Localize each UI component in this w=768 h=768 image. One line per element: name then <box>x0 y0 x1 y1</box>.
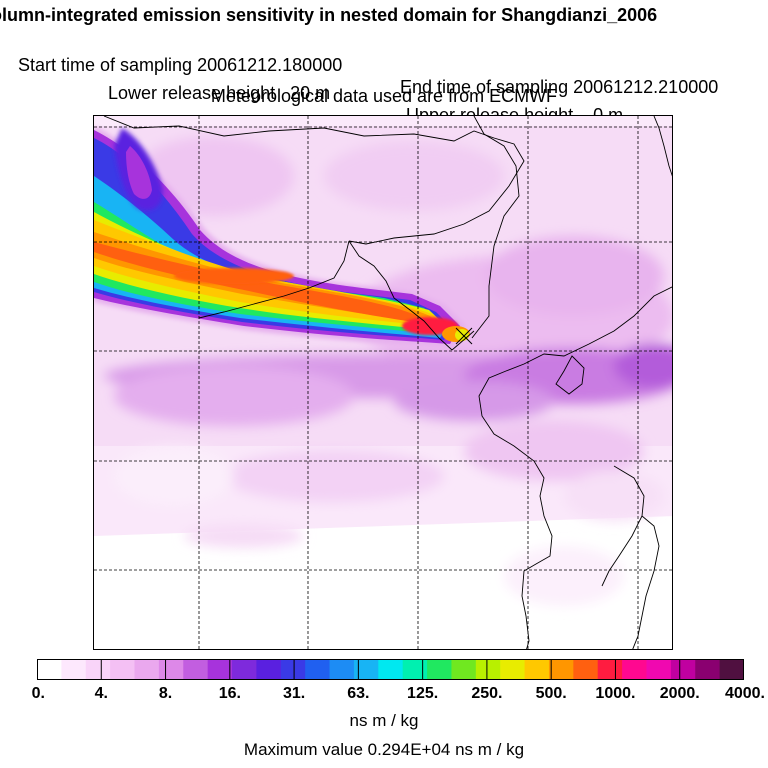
border-northeast-coast <box>471 116 520 339</box>
colorbar-frame <box>37 659 744 680</box>
colorbar-tick-label: 63. <box>347 685 370 702</box>
border-inner-east <box>348 240 453 351</box>
colorbar-cell <box>427 659 452 680</box>
colorbar-tick-label: 1000. <box>595 685 636 702</box>
lower-release-height-label: Lower release height 20 m <box>108 83 331 103</box>
start-time-label: Start time of sampling 20061212.180000 <box>18 55 343 75</box>
coastline-east <box>478 286 672 649</box>
colorbar-cell <box>280 659 306 680</box>
colorbar-cell <box>670 659 696 680</box>
field-south-tail <box>184 524 304 548</box>
colorbar-cell <box>353 659 379 680</box>
map-title: olumn-integrated emission sensitivity in… <box>0 5 658 25</box>
colorbar-cell <box>378 659 404 680</box>
colorbar-cell <box>256 659 282 680</box>
peninsula-outline <box>555 355 585 395</box>
colorbar-cell <box>183 659 209 680</box>
colorbar-tick-label: 125. <box>407 685 439 702</box>
colorbar-cell <box>646 659 672 680</box>
colorbar-tick-label: 0. <box>31 685 46 702</box>
colorbar-cell <box>158 659 184 680</box>
field-south-east <box>464 421 644 481</box>
colorbar-tick-label: 16. <box>218 685 241 702</box>
colorbar-cell <box>37 659 62 680</box>
colorbar-cells <box>37 659 744 680</box>
field-medium-north <box>324 141 504 211</box>
coastline-south-east <box>601 465 645 587</box>
sensitivity-field-map <box>94 116 672 649</box>
receptor-cross-b <box>455 327 473 345</box>
colorbar-cell <box>207 659 233 680</box>
colorbar-tick-label: 4. <box>94 685 108 702</box>
colorbar-cell <box>61 659 87 680</box>
colorbar-cell <box>451 659 477 680</box>
band-center-lower <box>394 381 554 421</box>
colorbar-tick-label: 2000. <box>659 685 700 702</box>
colorbar-unit-label: ns m / kg <box>349 711 419 730</box>
colorbar-cell <box>110 659 136 680</box>
sampling-times-line: Start time of sampling 20061212.180000 E… <box>18 32 718 98</box>
colorbar-cell <box>573 659 599 680</box>
emission-plume <box>94 126 470 348</box>
background-sensitivity-field <box>94 116 672 606</box>
plume-purple-core <box>126 146 152 199</box>
colorbar-cell <box>500 659 526 680</box>
colorbar-cell <box>719 659 744 680</box>
colorbar-cell <box>305 659 331 680</box>
field-southeast-lightest <box>504 546 624 606</box>
colorbar-cell <box>548 659 574 680</box>
colorbar-cell <box>475 659 501 680</box>
colorbar-cell <box>329 659 355 680</box>
colorbar-cell <box>232 659 257 680</box>
colorbar-tick-label: 4000. <box>724 685 765 702</box>
coastline-far-south <box>632 515 660 649</box>
colorbar-cell <box>695 659 721 680</box>
colorbar-tick-label: 8. <box>158 685 173 702</box>
border-far-northeast <box>653 116 672 177</box>
colorbar <box>37 659 744 680</box>
band-west-lower <box>114 366 354 426</box>
lat-lon-grid <box>94 116 672 649</box>
plume-red-orange <box>94 242 432 326</box>
field-medium-northeast <box>484 236 664 316</box>
border-inner-northwest <box>198 240 350 319</box>
field-southeast-pale <box>564 471 664 521</box>
plume-core-west <box>174 268 294 284</box>
colorbar-tick-label: 31. <box>282 685 306 702</box>
colorbar-tick-label: 500. <box>535 685 567 702</box>
colorbar-cell <box>597 659 623 680</box>
end-time-label: End time of sampling 20061212.210000 <box>400 77 719 97</box>
colorbar-cell <box>134 659 160 680</box>
colorbar-cell <box>85 659 111 680</box>
field-southwest-pale <box>114 446 234 506</box>
colorbar-cell <box>622 659 647 680</box>
colorbar-cell <box>402 659 428 680</box>
colorbar-tick-label: 250. <box>471 685 503 702</box>
coastlines-borders <box>103 116 672 649</box>
colorbar-cell <box>524 659 550 680</box>
maximum-value-label: Maximum value 0.294E+04 ns m / kg <box>243 740 525 759</box>
field-top-strip <box>94 116 672 126</box>
met-data-label: Meteorological data used are from ECMWF <box>210 86 558 106</box>
receptor-marker <box>455 327 473 345</box>
map-plot-area <box>93 115 673 650</box>
band-east-edge <box>614 344 672 388</box>
field-south-west <box>224 450 444 502</box>
